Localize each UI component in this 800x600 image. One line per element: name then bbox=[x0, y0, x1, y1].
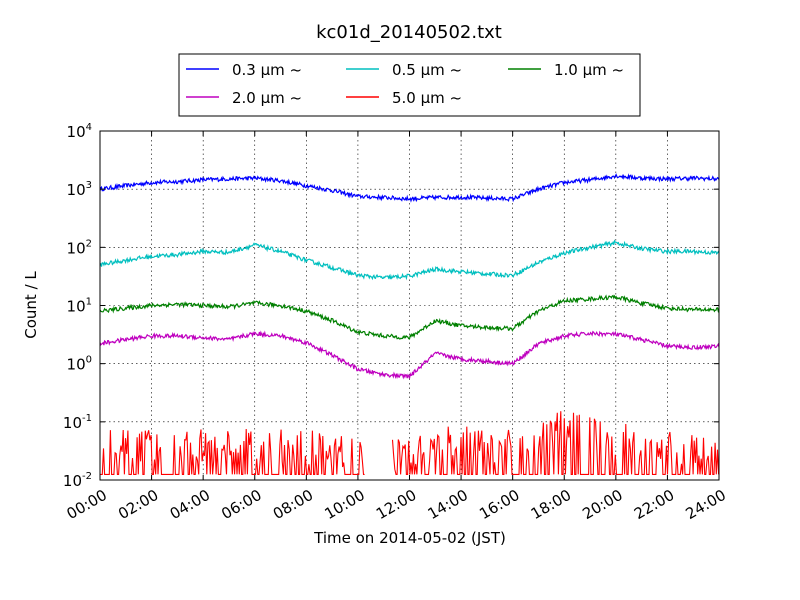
x-tick-label: 06:00 bbox=[218, 486, 264, 523]
legend-label: 5.0 μm ~ bbox=[392, 89, 462, 107]
x-tick-label: 14:00 bbox=[425, 486, 471, 523]
y-tick-label: 103 bbox=[67, 180, 92, 199]
x-tick-label: 08:00 bbox=[270, 486, 316, 523]
legend-label: 0.3 μm ~ bbox=[232, 61, 302, 79]
y-tick-label: 10-2 bbox=[63, 471, 92, 490]
series-line-2 bbox=[99, 239, 720, 281]
y-tick-label: 102 bbox=[67, 238, 92, 257]
legend-label: 2.0 μm ~ bbox=[232, 89, 302, 107]
series-line-3 bbox=[99, 294, 720, 340]
x-tick-label: 10:00 bbox=[321, 486, 367, 523]
x-tick-label: 04:00 bbox=[167, 486, 213, 523]
x-tick-label: 18:00 bbox=[528, 486, 574, 523]
series-line-5 bbox=[100, 411, 720, 475]
y-axis-label: Count / L bbox=[22, 271, 40, 339]
x-tick-label: 00:00 bbox=[64, 486, 110, 523]
legend-label: 0.5 μm ~ bbox=[392, 61, 462, 79]
legend: 0.3 μm ~ 0.5 μm ~ 1.0 μm ~ 2.0 μm ~ 5.0 μm ~ bbox=[178, 53, 641, 117]
x-tick-label: 20:00 bbox=[579, 486, 625, 523]
legend-frame bbox=[178, 53, 641, 117]
x-tick-label: 24:00 bbox=[683, 486, 729, 523]
chart-title: kc01d_20140502.txt bbox=[316, 22, 502, 43]
series-line-1 bbox=[99, 173, 720, 203]
y-tick-label: 100 bbox=[67, 355, 92, 374]
series-line-4 bbox=[99, 330, 720, 380]
y-tick-label: 101 bbox=[67, 297, 92, 316]
x-tick-label: 22:00 bbox=[631, 486, 677, 523]
x-tick-label: 12:00 bbox=[373, 486, 419, 523]
series-layer bbox=[99, 173, 720, 475]
y-tick-label: 104 bbox=[67, 122, 92, 141]
legend-label: 1.0 μm ~ bbox=[554, 61, 624, 79]
y-tick-label: 10-1 bbox=[63, 413, 92, 432]
x-tick-label: 16:00 bbox=[476, 486, 522, 523]
x-axis-label: Time on 2014-05-02 (JST) bbox=[313, 529, 506, 547]
x-tick-label: 02:00 bbox=[115, 486, 161, 523]
